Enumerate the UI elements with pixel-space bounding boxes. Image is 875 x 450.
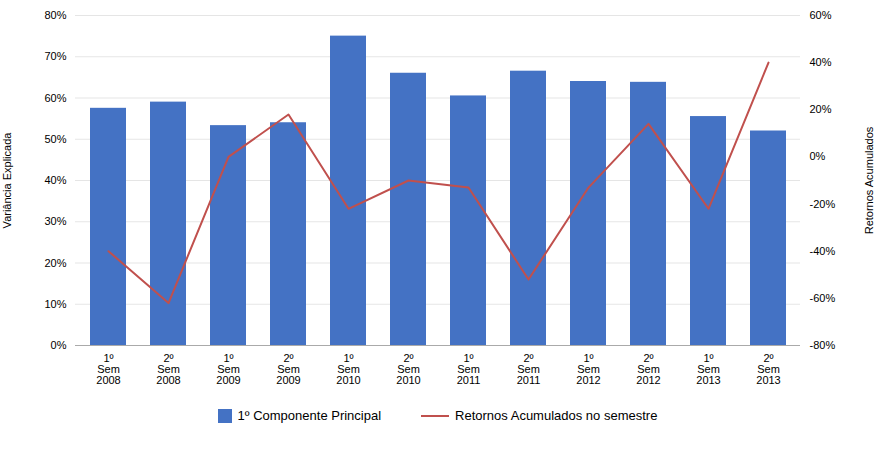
- svg-text:30%: 30%: [44, 215, 66, 227]
- svg-text:70%: 70%: [44, 50, 66, 62]
- svg-text:0%: 0%: [810, 150, 826, 162]
- svg-text:60%: 60%: [44, 92, 66, 104]
- svg-text:1ºSem2009: 1ºSem2009: [216, 352, 240, 386]
- svg-text:40%: 40%: [44, 174, 66, 186]
- svg-text:-60%: -60%: [810, 292, 836, 304]
- svg-text:2ºSem2009: 2ºSem2009: [276, 352, 300, 386]
- svg-text:1ºSem2013: 1ºSem2013: [696, 352, 720, 386]
- svg-text:-80%: -80%: [810, 339, 836, 351]
- svg-text:20%: 20%: [810, 103, 832, 115]
- svg-text:2ºSem2012: 2ºSem2012: [636, 352, 660, 386]
- svg-text:1ºSem2010: 1ºSem2010: [336, 352, 360, 386]
- svg-text:60%: 60%: [810, 9, 832, 21]
- svg-text:-20%: -20%: [810, 198, 836, 210]
- svg-text:10%: 10%: [44, 298, 66, 310]
- svg-text:1ºSem2012: 1ºSem2012: [576, 352, 600, 386]
- svg-text:40%: 40%: [810, 56, 832, 68]
- svg-text:1ºSem2011: 1ºSem2011: [457, 352, 481, 386]
- svg-text:Variância Explicada: Variância Explicada: [1, 132, 13, 229]
- svg-text:50%: 50%: [44, 133, 66, 145]
- html-text:Retornos Acumulados no semestr: Retornos Acumulados no semestre: [455, 408, 658, 423]
- svg-text:20%: 20%: [44, 257, 66, 269]
- svg-text:80%: 80%: [44, 9, 66, 21]
- svg-text:2ºSem2013: 2ºSem2013: [756, 352, 780, 386]
- svg-text:-40%: -40%: [810, 245, 836, 257]
- html-text:1º Componente Principal: 1º Componente Principal: [237, 408, 382, 423]
- svg-text:2ºSem2011: 2ºSem2011: [517, 352, 541, 386]
- svg-text:2ºSem2008: 2ºSem2008: [156, 352, 180, 386]
- svg-text:Retornos Acumulados: Retornos Acumulados: [863, 126, 875, 234]
- svg-text:1ºSem2008: 1ºSem2008: [96, 352, 120, 386]
- svg-text:0%: 0%: [51, 339, 67, 351]
- svg-text:2ºSem2010: 2ºSem2010: [396, 352, 420, 386]
